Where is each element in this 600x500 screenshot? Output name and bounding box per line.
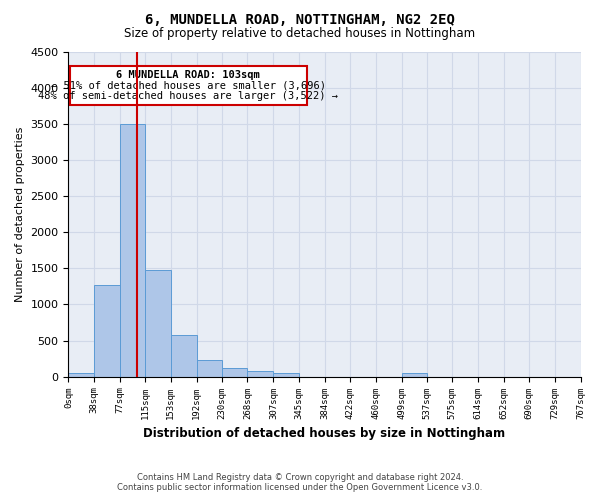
Text: Contains HM Land Registry data © Crown copyright and database right 2024.
Contai: Contains HM Land Registry data © Crown c…	[118, 473, 482, 492]
Bar	[68, 373, 94, 376]
Bar	[197, 360, 222, 376]
X-axis label: Distribution of detached houses by size in Nottingham: Distribution of detached houses by size …	[143, 427, 506, 440]
Bar	[170, 335, 197, 376]
Text: 48% of semi-detached houses are larger (3,522) →: 48% of semi-detached houses are larger (…	[38, 90, 338, 101]
Bar	[145, 270, 170, 376]
Bar	[222, 368, 247, 376]
Text: 6, MUNDELLA ROAD, NOTTINGHAM, NG2 2EQ: 6, MUNDELLA ROAD, NOTTINGHAM, NG2 2EQ	[145, 12, 455, 26]
Bar	[120, 124, 145, 376]
Text: ← 51% of detached houses are smaller (3,696): ← 51% of detached houses are smaller (3,…	[51, 80, 326, 90]
Text: 6 MUNDELLA ROAD: 103sqm: 6 MUNDELLA ROAD: 103sqm	[116, 70, 260, 81]
Bar	[247, 372, 274, 376]
Bar	[401, 373, 427, 376]
Bar	[274, 373, 299, 376]
Text: Size of property relative to detached houses in Nottingham: Size of property relative to detached ho…	[124, 28, 476, 40]
FancyBboxPatch shape	[70, 66, 307, 105]
Bar	[94, 285, 120, 376]
Y-axis label: Number of detached properties: Number of detached properties	[15, 126, 25, 302]
